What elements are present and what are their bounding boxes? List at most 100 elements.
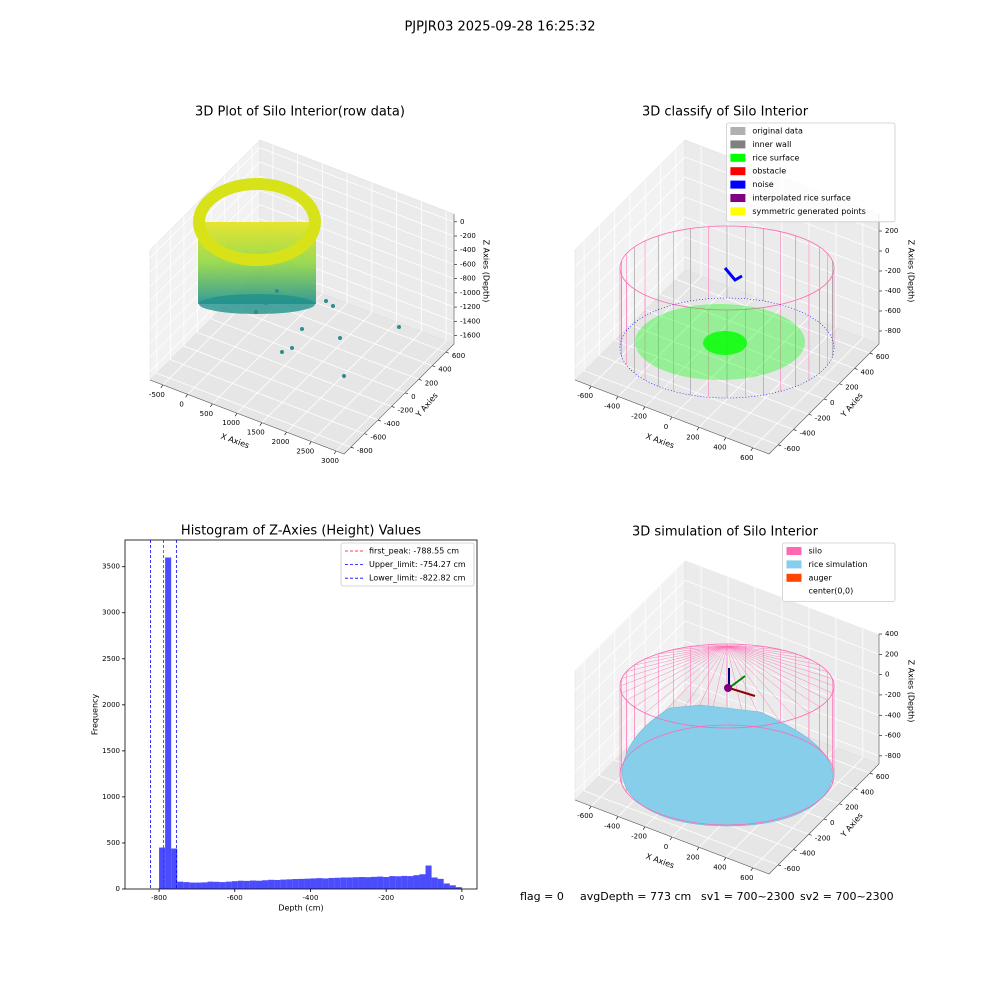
y-tick — [808, 413, 812, 416]
y-tick — [377, 419, 382, 422]
cloud-shape — [324, 299, 328, 303]
grid-line — [149, 189, 455, 301]
grid-line — [660, 164, 855, 369]
histogram-bar — [189, 882, 196, 889]
histogram-bar — [249, 880, 256, 889]
cloud-shape — [634, 645, 728, 666]
x-tick-label: -200 — [631, 833, 647, 841]
legend-label: auger — [809, 573, 833, 582]
x-tick-label: 2000 — [272, 438, 290, 446]
y-tick-label: 200 — [425, 379, 438, 387]
y-tick-label: -600 — [370, 434, 386, 442]
x-tick-label: -200 — [631, 413, 647, 421]
histogram-bar — [371, 876, 378, 889]
x-tick-label: 0 — [179, 400, 183, 408]
grid-line — [574, 196, 880, 308]
x-tick — [160, 384, 164, 389]
y-tick — [839, 803, 843, 806]
y-tick — [418, 379, 422, 381]
y-tick-label: 0 — [411, 393, 415, 401]
cloud-shape — [726, 645, 781, 650]
grid-line — [583, 660, 779, 866]
y-tick — [854, 368, 858, 370]
grid-line — [599, 225, 794, 430]
x-tick — [234, 413, 238, 417]
histogram-bar — [455, 887, 462, 889]
z-tick-label: -800 — [885, 327, 901, 335]
histogram-bar — [358, 877, 365, 889]
legend-label: interpolated rice surface — [752, 194, 850, 203]
histogram-bar — [286, 879, 293, 889]
histogram-bar — [280, 879, 287, 889]
y-tick-label: -600 — [784, 445, 800, 453]
histogram-bar — [389, 876, 396, 889]
y-tick — [839, 383, 843, 386]
legend-label: Upper_limit: -754.27 cm — [369, 560, 466, 569]
legend-label: noise — [752, 180, 773, 189]
x-tick-label: -400 — [303, 894, 319, 902]
cloud-shape — [726, 645, 764, 647]
z-tick-label: -400 — [460, 246, 476, 254]
z-tick-label: 400 — [885, 630, 898, 638]
legend-label: symmetric generated points — [752, 207, 865, 216]
y-tick — [778, 864, 782, 867]
y-tick — [350, 446, 354, 449]
cloud-shape — [300, 327, 304, 331]
y-tick — [793, 849, 797, 851]
cloud-shape — [726, 645, 828, 672]
cloud-shape — [726, 645, 820, 708]
cloud-shape — [626, 645, 728, 672]
x-tick-label: 3000 — [321, 457, 339, 465]
histogram-bar — [219, 882, 226, 889]
legend-label: silo — [809, 547, 823, 556]
cloud-shape — [726, 645, 781, 723]
histogram-bar — [225, 881, 232, 889]
cloud-shape — [619, 297, 835, 399]
legend-label: center(0,0) — [809, 587, 854, 596]
legend-label: rice surface — [752, 153, 799, 162]
legend-swatch — [786, 547, 802, 555]
x-tick-label: 200 — [686, 853, 699, 861]
x-tick — [642, 826, 646, 830]
x-tick — [723, 857, 727, 861]
y-tick-label: 1500 — [102, 747, 120, 755]
histogram-bar — [159, 847, 166, 889]
y-tick-label: -400 — [799, 430, 815, 438]
cloud-shape — [708, 644, 728, 647]
y-tick — [778, 444, 782, 447]
cloud-shape — [724, 684, 732, 692]
z-tick-label: 0 — [460, 218, 464, 226]
x-tick-label: 1000 — [222, 419, 240, 427]
cloud-shape — [726, 645, 828, 701]
x-tick — [333, 450, 337, 455]
y-tick-label: 400 — [438, 366, 451, 374]
histogram-bar — [383, 877, 390, 889]
histogram-bar — [165, 557, 172, 889]
y-tick — [432, 365, 436, 368]
cloud-shape — [726, 645, 810, 714]
z-tick-label: -600 — [885, 732, 901, 740]
y-tick-label: 500 — [107, 839, 120, 847]
grid-line — [156, 243, 351, 448]
cloud-shape — [397, 325, 401, 329]
legend-box — [340, 542, 475, 587]
grid-line — [629, 195, 825, 400]
histogram-bar — [304, 878, 311, 889]
grid-line — [149, 218, 455, 330]
cloud-shape — [619, 724, 835, 826]
cloud-shape — [199, 294, 315, 314]
legend-label: Lower_limit: -822.82 cm — [369, 574, 466, 583]
grid-line — [335, 210, 447, 452]
footer-text: sv1 = 700~2300 — [701, 890, 795, 903]
z-tick-label: -400 — [885, 287, 901, 295]
histogram-bar — [407, 876, 414, 889]
x-tick — [210, 403, 213, 407]
legend-swatch — [786, 587, 802, 596]
grid-line — [574, 256, 880, 368]
y-tick-label: 200 — [845, 804, 858, 812]
histogram-bar — [292, 879, 299, 889]
y-tick — [823, 398, 828, 401]
histogram-bar — [243, 880, 250, 889]
legend-box — [782, 542, 896, 602]
histogram-bar — [195, 882, 202, 889]
